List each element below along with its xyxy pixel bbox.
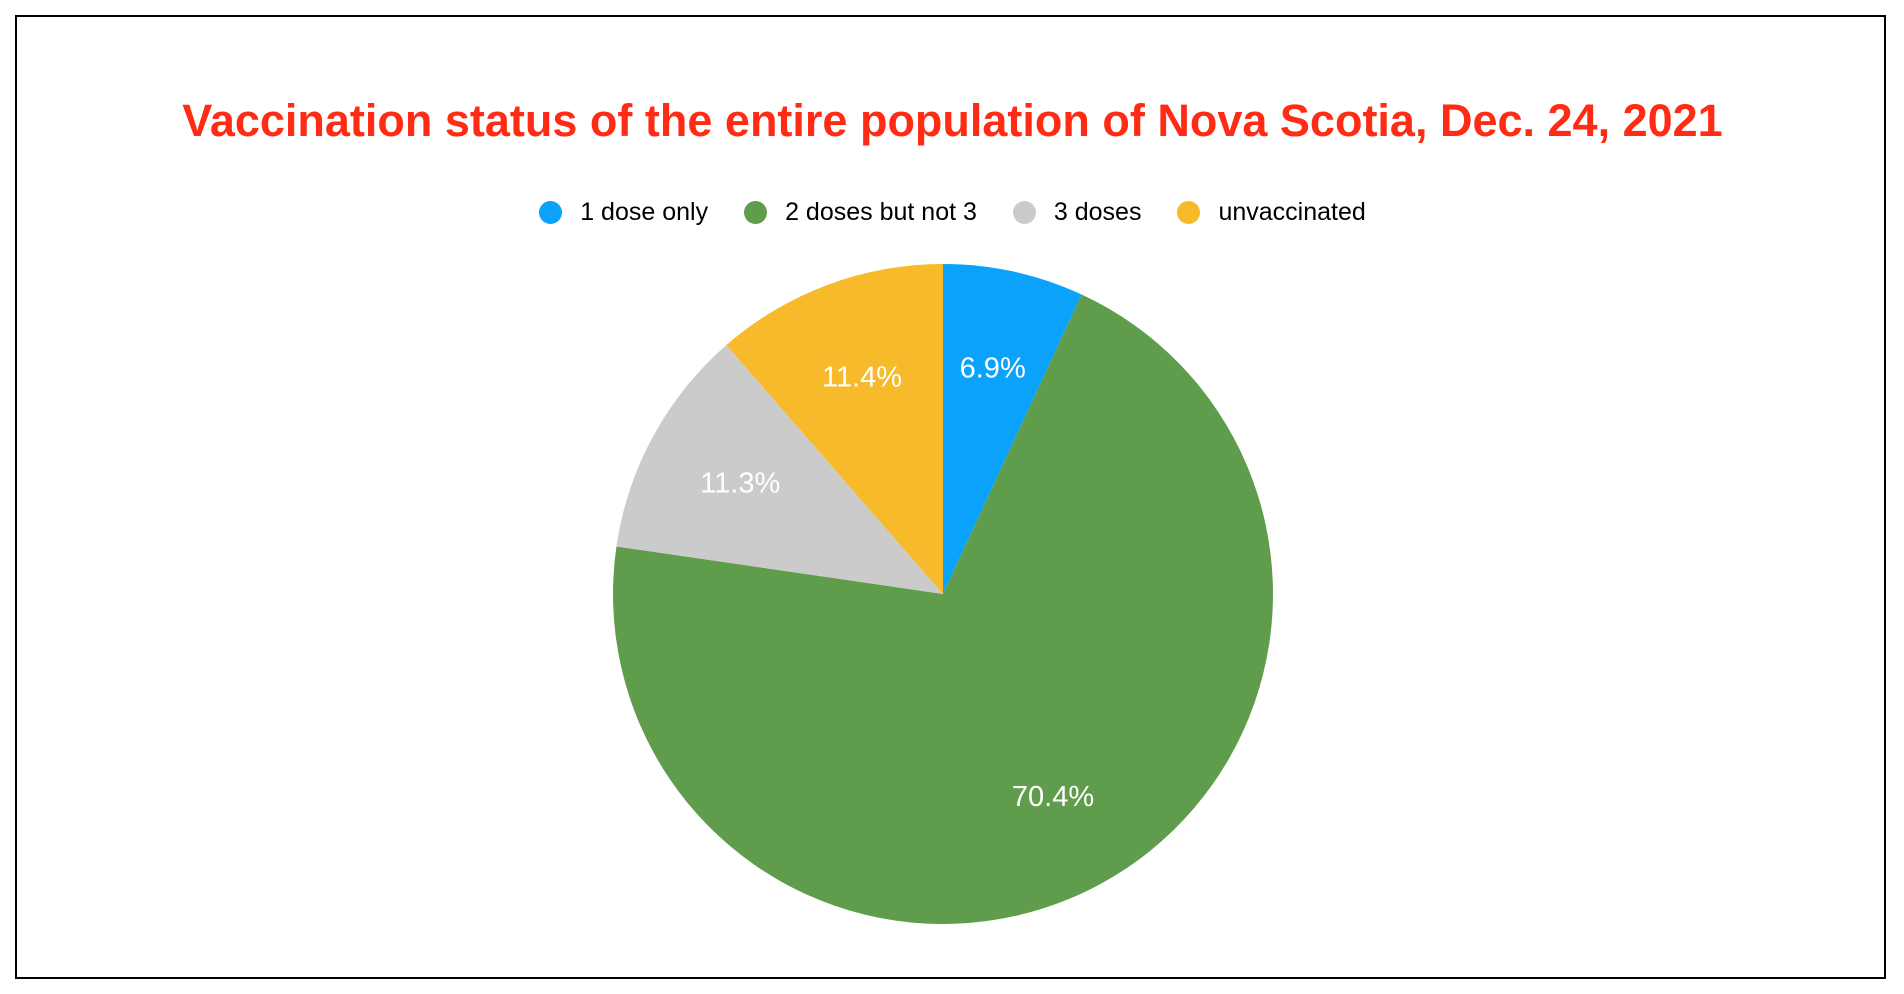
legend-label: 3 doses bbox=[1053, 198, 1142, 226]
legend-label: unvaccinated bbox=[1218, 198, 1366, 226]
chart-legend: 1 dose only 2 doses but not 3 3 doses un… bbox=[17, 198, 1888, 227]
pie-slices bbox=[613, 264, 1273, 925]
pie-slice-2-doses-but-not-3 bbox=[613, 294, 1273, 925]
slice-label-2-doses-but-not-3: 70.4% bbox=[1012, 781, 1094, 813]
slice-label-3-doses: 11.3% bbox=[700, 467, 780, 499]
pie-slice-unvaccinated bbox=[726, 264, 943, 594]
legend-item-2-doses-but-not-3: 2 doses but not 3 bbox=[744, 198, 977, 227]
legend-item-3-doses: 3 doses bbox=[1012, 198, 1142, 227]
chart-title: Vaccination status of the entire populat… bbox=[182, 95, 1723, 146]
slice-label-unvaccinated: 11.4% bbox=[822, 362, 902, 394]
pie-chart: 6.9% 70.4% 11.3% 11.4% bbox=[613, 264, 1273, 925]
legend-marker bbox=[1012, 201, 1036, 224]
legend-marker bbox=[744, 201, 768, 224]
legend-item-unvaccinated: unvaccinated bbox=[1177, 198, 1366, 227]
chart-frame: Vaccination status of the entire populat… bbox=[15, 15, 1886, 979]
slice-label-1-dose-only: 6.9% bbox=[960, 352, 1026, 384]
pie-slice-labels: 6.9% 70.4% 11.3% 11.4% bbox=[700, 352, 1094, 813]
legend-marker bbox=[1177, 201, 1201, 224]
pie-slice-1-dose-only bbox=[943, 264, 1082, 594]
pie-slice-3-doses bbox=[616, 345, 943, 594]
legend-marker bbox=[539, 201, 563, 224]
legend-label: 2 doses but not 3 bbox=[785, 198, 977, 226]
legend-item-1-dose-only: 1 dose only bbox=[539, 198, 708, 227]
legend-label: 1 dose only bbox=[580, 198, 709, 226]
